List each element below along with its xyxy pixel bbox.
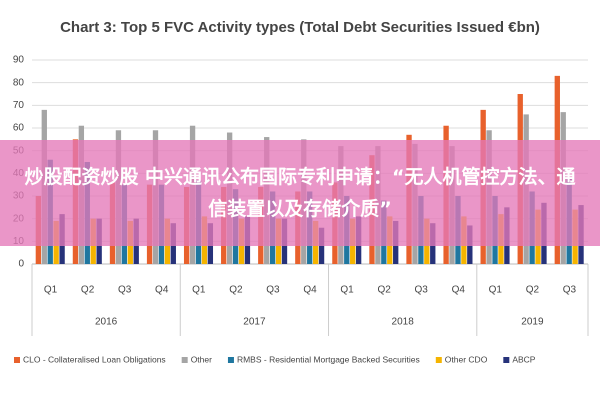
- legend-swatch: [181, 357, 188, 363]
- x-tick-label: Q3: [266, 285, 280, 296]
- legend-swatch: [435, 357, 442, 363]
- x-tick-label: Q1: [340, 285, 354, 296]
- y-tick-label: 80: [13, 77, 25, 88]
- y-tick-label: 60: [13, 123, 25, 134]
- x-tick-label: Q1: [192, 285, 206, 296]
- x-tick-label: Q4: [303, 285, 317, 296]
- legend-label: RMBS - Residential Mortgage Backed Secur…: [237, 354, 420, 364]
- x-tick-label: Q1: [44, 285, 58, 296]
- legend-swatch: [227, 357, 234, 363]
- x-tick-label: Q3: [563, 285, 577, 296]
- x-group-label: 2018: [392, 317, 415, 328]
- x-tick-label: Q2: [377, 285, 391, 296]
- legend-swatch: [14, 357, 20, 363]
- x-tick-label: Q2: [526, 285, 540, 296]
- legend-label: CLO - Collateralised Loan Obligations: [23, 354, 166, 364]
- y-tick-label: 70: [13, 100, 25, 111]
- y-tick-label: 90: [13, 55, 25, 66]
- overlay-banner: 炒股配资炒股 中兴通讯公布国际专利申请：“无人机管控方法、通信装置以及存储介质”: [0, 140, 600, 246]
- x-group-label: 2016: [95, 317, 118, 328]
- y-tick-label: 0: [18, 259, 24, 270]
- x-tick-label: Q3: [415, 285, 429, 296]
- legend-label: Other: [191, 354, 212, 364]
- x-tick-label: Q4: [452, 285, 466, 296]
- x-tick-label: Q2: [81, 285, 95, 296]
- legend-label: Other CDO: [445, 354, 488, 364]
- overlay-text: 炒股配资炒股 中兴通讯公布国际专利申请：“无人机管控方法、通信装置以及存储介质”: [24, 166, 576, 220]
- x-tick-label: Q2: [229, 285, 243, 296]
- chart-title: Chart 3: Top 5 FVC Activity types (Total…: [60, 19, 540, 36]
- x-group-label: 2019: [521, 317, 544, 328]
- legend-label: ABCP: [512, 354, 535, 364]
- x-tick-label: Q1: [489, 285, 503, 296]
- x-tick-label: Q4: [155, 285, 169, 296]
- legend-swatch: [503, 357, 510, 363]
- x-tick-label: Q3: [118, 285, 132, 296]
- x-group-label: 2017: [243, 317, 266, 328]
